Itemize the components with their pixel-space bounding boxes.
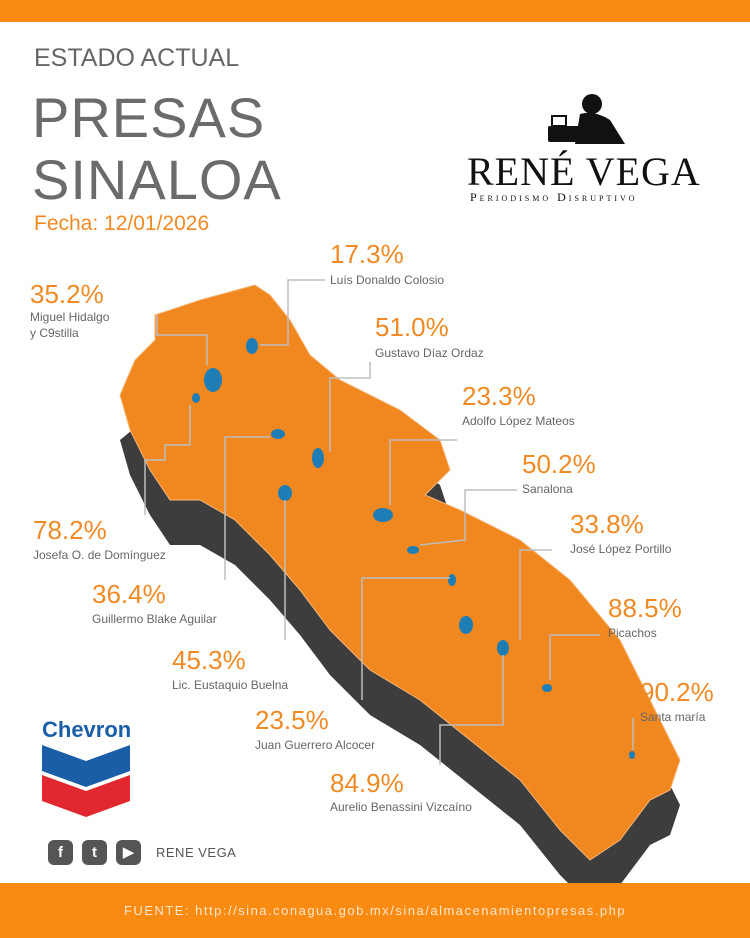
dam-name: Guillermo Blake Aguilar [92,612,217,626]
chevron-logo-text: Chevron [42,717,132,742]
date-label: Fecha: 12/01/2026 [34,212,210,235]
dam-name: Juan Guerrero Alcocer [255,738,376,752]
dam-percent: 88.5% [608,593,682,623]
dam-name: Miguel Hidalgo [30,310,110,324]
dam-percent: 45.3% [172,645,246,675]
leader-lines [144,279,634,765]
dam-percent: 36.4% [92,579,166,609]
dam-name: Adolfo López Mateos [462,414,575,428]
page-title-line2: SINALOA [32,148,282,211]
social-handle: RENE VEGA [156,845,237,860]
dam-name: Josefa O. de Domínguez [33,548,166,562]
source-footer: FUENTE: http://sina.conagua.gob.mx/sina/… [0,883,750,938]
twitter-icon[interactable]: t [82,840,107,865]
dam-percent: 17.3% [330,239,404,269]
dam-name: Luís Donaldo Colosio [330,273,445,287]
chevron-logo-icon [42,745,130,817]
top-bar [0,0,750,22]
dam-name: José López Portillo [570,542,672,556]
dam-percent: 33.8% [570,509,644,539]
dam-percent: 78.2% [33,515,107,545]
brand-name: RENÉ VEGA [467,149,701,194]
dam-percent: 23.3% [462,381,536,411]
dam-name: Gustavo Díaz Ordaz [375,346,484,360]
dam-percent: 35.2% [30,279,104,309]
facebook-icon[interactable]: f [48,840,73,865]
dam-name: Santa maría [640,710,706,724]
typewriter-silhouette-logo [548,94,625,144]
dam-name-line2: y C9stilla [30,326,79,340]
page-title-line1: PRESAS [32,86,266,149]
dam-percent: 50.2% [522,449,596,479]
state-shape [119,284,681,861]
dam-percent: 84.9% [330,768,404,798]
brand-tagline: Periodismo Disruptivo [470,190,638,204]
dam-percent: 90.2% [640,677,714,707]
subtitle: ESTADO ACTUAL [34,44,240,72]
dam-name: Aurelio Benassini Vizcaíno [330,800,472,814]
youtube-icon[interactable]: ▶ [116,840,141,865]
dam-name: Picachos [608,626,657,640]
dam-name: Lic. Eustaquio Buelna [172,678,289,692]
dam-percent: 23.5% [255,705,329,735]
reservoirs [192,338,635,759]
dam-name: Sanalona [522,482,573,496]
dam-percent: 51.0% [375,312,449,342]
